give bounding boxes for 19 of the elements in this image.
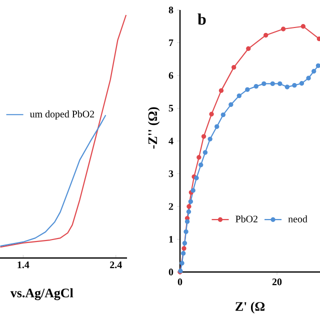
y-tick-label: 7 <box>169 39 174 46</box>
legend-label: um doped PbO2 <box>30 110 94 120</box>
legend-label: PbO2 <box>236 215 258 222</box>
y-tick-label: 4 <box>168 138 174 144</box>
y-tick-label: 8 <box>168 6 174 14</box>
y-tick-label: 6 <box>168 72 174 79</box>
y-axis-title: -Z'' (Ω) <box>148 107 160 149</box>
x-tick-label: 1.4 <box>18 262 30 268</box>
legend-label: neod <box>288 215 308 222</box>
x-axis-title: Z' (Ω <box>236 302 265 314</box>
x-tick-label: 20 <box>272 278 282 286</box>
x-axis-title: vs.Ag/AgCl <box>10 288 74 300</box>
y-tick-label: 3 <box>168 170 174 178</box>
y-tick-label: 0 <box>168 268 174 276</box>
annotation: b <box>198 14 206 25</box>
y-tick-label: 1 <box>169 236 173 243</box>
y-tick-label: 5 <box>168 104 174 112</box>
x-tick-label: 2.4 <box>110 262 122 268</box>
y-tick-label: 2 <box>168 203 174 210</box>
